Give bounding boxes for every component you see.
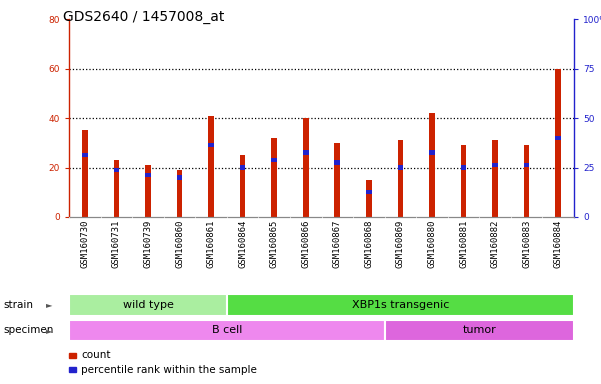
Bar bbox=[82, 131, 88, 217]
Bar bbox=[145, 173, 151, 177]
Bar bbox=[177, 170, 182, 217]
Bar bbox=[335, 161, 340, 165]
Text: GDS2640 / 1457008_at: GDS2640 / 1457008_at bbox=[63, 10, 225, 23]
Bar bbox=[461, 165, 466, 170]
Bar bbox=[524, 163, 529, 167]
Bar bbox=[69, 319, 385, 341]
Text: GSM160884: GSM160884 bbox=[554, 219, 563, 268]
Bar bbox=[335, 143, 340, 217]
Text: GSM160731: GSM160731 bbox=[112, 219, 121, 268]
Text: percentile rank within the sample: percentile rank within the sample bbox=[81, 365, 257, 375]
Text: GSM160864: GSM160864 bbox=[238, 219, 247, 268]
Text: count: count bbox=[81, 350, 111, 360]
Bar bbox=[145, 165, 151, 217]
Bar bbox=[398, 140, 403, 217]
Bar bbox=[209, 143, 214, 147]
Bar bbox=[272, 158, 277, 162]
Bar bbox=[209, 116, 214, 217]
Text: GSM160860: GSM160860 bbox=[175, 219, 184, 268]
Text: GSM160881: GSM160881 bbox=[459, 219, 468, 268]
Text: B cell: B cell bbox=[212, 325, 242, 336]
Bar bbox=[303, 151, 308, 155]
Bar bbox=[227, 294, 574, 316]
Text: wild type: wild type bbox=[123, 300, 174, 310]
Text: strain: strain bbox=[3, 300, 33, 310]
Bar bbox=[114, 160, 119, 217]
Bar bbox=[114, 168, 119, 172]
Text: GSM160866: GSM160866 bbox=[301, 219, 310, 268]
Text: GSM160865: GSM160865 bbox=[270, 219, 279, 268]
Text: GSM160880: GSM160880 bbox=[427, 219, 436, 268]
Bar bbox=[555, 69, 561, 217]
Bar bbox=[177, 175, 182, 180]
Bar bbox=[240, 155, 245, 217]
Bar bbox=[461, 145, 466, 217]
Bar bbox=[366, 190, 371, 194]
Text: GSM160869: GSM160869 bbox=[396, 219, 405, 268]
Bar bbox=[303, 118, 308, 217]
Text: XBP1s transgenic: XBP1s transgenic bbox=[352, 300, 449, 310]
Text: GSM160867: GSM160867 bbox=[333, 219, 342, 268]
Text: specimen: specimen bbox=[3, 325, 53, 336]
Bar bbox=[385, 319, 574, 341]
Bar bbox=[69, 294, 227, 316]
Text: GSM160882: GSM160882 bbox=[490, 219, 499, 268]
Bar bbox=[366, 180, 371, 217]
Bar bbox=[555, 136, 561, 140]
Bar bbox=[82, 153, 88, 157]
Bar bbox=[492, 163, 498, 167]
Bar bbox=[272, 138, 277, 217]
Bar bbox=[524, 145, 529, 217]
Text: GSM160861: GSM160861 bbox=[207, 219, 216, 268]
Text: tumor: tumor bbox=[462, 325, 496, 336]
Bar bbox=[240, 165, 245, 170]
Text: GSM160739: GSM160739 bbox=[144, 219, 153, 268]
Text: ►: ► bbox=[46, 300, 53, 309]
Text: ►: ► bbox=[46, 326, 53, 335]
Text: GSM160868: GSM160868 bbox=[364, 219, 373, 268]
Text: GSM160883: GSM160883 bbox=[522, 219, 531, 268]
Bar bbox=[492, 140, 498, 217]
Bar bbox=[429, 113, 435, 217]
Bar bbox=[398, 165, 403, 170]
Text: GSM160730: GSM160730 bbox=[81, 219, 90, 268]
Bar bbox=[429, 151, 435, 155]
